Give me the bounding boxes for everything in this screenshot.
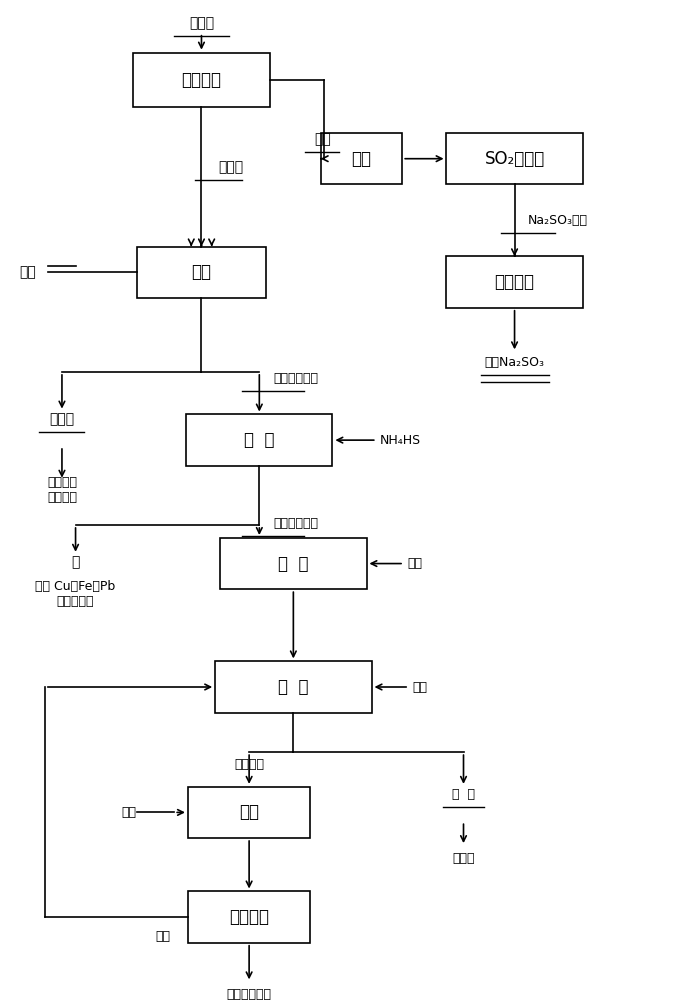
Text: 产品Na₂SO₃: 产品Na₂SO₃ [484, 356, 544, 369]
Text: 氨浸渣: 氨浸渣 [49, 412, 74, 426]
Text: 钒焙砂: 钒焙砂 [218, 160, 243, 174]
Text: 盐酸: 盐酸 [413, 681, 428, 694]
Text: 蔓发结晶: 蔓发结晶 [229, 908, 269, 926]
Text: 钒酸铵净化液: 钒酸铵净化液 [273, 517, 318, 530]
Text: Na₂SO₃溶液: Na₂SO₃溶液 [528, 214, 588, 227]
Text: 蔓汽: 蔓汽 [407, 557, 422, 570]
Text: 母液: 母液 [156, 930, 171, 943]
Bar [220, 538, 366, 589]
Text: （含 Cu、Fe、Pb
等确化物）: （含 Cu、Fe、Pb 等确化物） [35, 580, 116, 608]
Bar [188, 891, 310, 943]
Bar [134, 53, 269, 107]
Text: NH₄HS: NH₄HS [380, 434, 421, 447]
Text: 氨浸: 氨浸 [192, 263, 211, 281]
Text: 粗钒酸铵溶液: 粗钒酸铵溶液 [273, 372, 318, 385]
Bar [215, 661, 372, 713]
Bar [321, 133, 402, 184]
Bar [137, 247, 266, 298]
Text: 氨水: 氨水 [19, 265, 36, 279]
Bar [186, 414, 333, 466]
Text: 熒溶或酸
溶回收钒: 熒溶或酸 溶回收钒 [47, 476, 77, 504]
Text: 收尘: 收尘 [351, 150, 372, 168]
Text: 净  化: 净 化 [244, 431, 275, 449]
Text: 母  液: 母 液 [452, 788, 475, 801]
Text: 烟尘: 烟尘 [314, 132, 331, 146]
Text: SO₂吸收塔: SO₂吸收塔 [484, 150, 545, 168]
Bar [447, 133, 582, 184]
Text: 二钒酸铵产品: 二钒酸铵产品 [226, 988, 271, 1000]
Text: 酸  沉: 酸 沉 [278, 678, 309, 696]
Text: 蔓发结晶: 蔓发结晶 [494, 273, 535, 291]
Text: 浓  缩: 浓 缩 [278, 555, 309, 573]
Text: 多钒酸铵: 多钒酸铵 [234, 758, 264, 771]
Text: 辉钒矿: 辉钒矿 [189, 16, 214, 30]
Text: 回收钒: 回收钒 [452, 852, 475, 865]
Bar [447, 256, 582, 308]
Text: 氧化焙烧: 氧化焙烧 [181, 71, 222, 89]
Bar [188, 787, 310, 838]
Text: 氨水: 氨水 [122, 806, 137, 819]
Text: 氨溶: 氨溶 [239, 803, 259, 821]
Text: 渣: 渣 [72, 556, 80, 570]
